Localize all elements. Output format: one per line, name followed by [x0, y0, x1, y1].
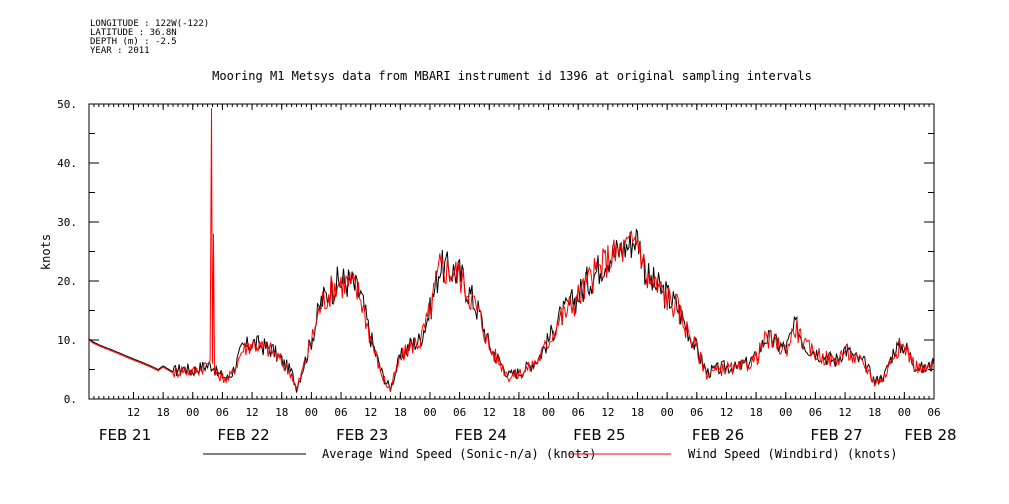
- x-tick-label: 12: [483, 406, 496, 419]
- x-tick-label: 06: [927, 406, 940, 419]
- x-tick-label: 18: [868, 406, 881, 419]
- y-tick-label: 0.: [64, 393, 77, 406]
- x-tick-label: 00: [898, 406, 911, 419]
- longitude-label: LONGITUDE : 122W(-122): [90, 19, 210, 29]
- x-date-label: FEB 23: [336, 426, 388, 444]
- x-tick-label: 06: [334, 406, 347, 419]
- y-tick-label: 30.: [57, 216, 77, 229]
- x-date-label: FEB 25: [573, 426, 625, 444]
- x-tick-label: 18: [749, 406, 762, 419]
- x-tick-label: 18: [631, 406, 644, 419]
- x-date-label: FEB 26: [692, 426, 744, 444]
- series-line-windbird: [88, 108, 935, 393]
- depth-label: DEPTH (m) : -2.5: [90, 37, 177, 47]
- y-tick-label: 20.: [57, 275, 77, 288]
- y-axis-label: knots: [39, 234, 53, 270]
- x-date-label: FEB 28: [904, 426, 956, 444]
- chart-title: Mooring M1 Metsys data from MBARI instru…: [212, 69, 812, 83]
- x-date-label: FEB 22: [217, 426, 269, 444]
- x-tick-label: 12: [364, 406, 377, 419]
- axes: 12 18 00 06 12 18 00 06 12 18 00 06 12 18 00 06 12 18 00 06…: [57, 98, 956, 444]
- x-tick-label: 12: [245, 406, 258, 419]
- x-tick-label: 18: [156, 406, 169, 419]
- x-tick-label: 06: [453, 406, 466, 419]
- x-tick-label: 18: [394, 406, 407, 419]
- station-metadata: LONGITUDE : 122W(-122) LATITUDE : 36.8N …: [90, 20, 209, 56]
- x-tick-label: 06: [809, 406, 822, 419]
- y-tick-label: 10.: [57, 334, 77, 347]
- year-label: YEAR : 2011: [90, 46, 150, 56]
- legend-label-windbird: Wind Speed (Windbird) (knots): [688, 447, 898, 461]
- x-date-label: FEB 21: [99, 426, 151, 444]
- series-layer: [88, 108, 935, 393]
- x-date-label: FEB 24: [455, 426, 507, 444]
- x-tick-label: 00: [305, 406, 318, 419]
- x-tick-label: 00: [542, 406, 555, 419]
- legend-label-sonic: Average Wind Speed (Sonic-n/a) (knots): [322, 447, 597, 461]
- x-tick-label: 18: [275, 406, 288, 419]
- x-tick-label: 06: [216, 406, 229, 419]
- series-line-sonic: [88, 228, 935, 393]
- y-tick-label: 40.: [57, 157, 77, 170]
- x-tick-label: 06: [572, 406, 585, 419]
- x-tick-label: 00: [423, 406, 436, 419]
- x-tick-label: 12: [127, 406, 140, 419]
- x-date-label: FEB 27: [810, 426, 862, 444]
- y-tick-label: 50.: [57, 98, 77, 111]
- plot-frame: [88, 103, 935, 400]
- x-tick-label: 12: [601, 406, 614, 419]
- x-tick-label: 12: [838, 406, 851, 419]
- x-tick-label: 00: [186, 406, 199, 419]
- latitude-label: LATITUDE : 36.8N: [90, 28, 177, 38]
- x-tick-label: 00: [661, 406, 674, 419]
- x-tick-label: 18: [512, 406, 525, 419]
- legend: Average Wind Speed (Sonic-n/a) (knots) W…: [203, 447, 898, 461]
- x-tick-label: 00: [779, 406, 792, 419]
- x-tick-label: 12: [720, 406, 733, 419]
- x-tick-label: 06: [690, 406, 703, 419]
